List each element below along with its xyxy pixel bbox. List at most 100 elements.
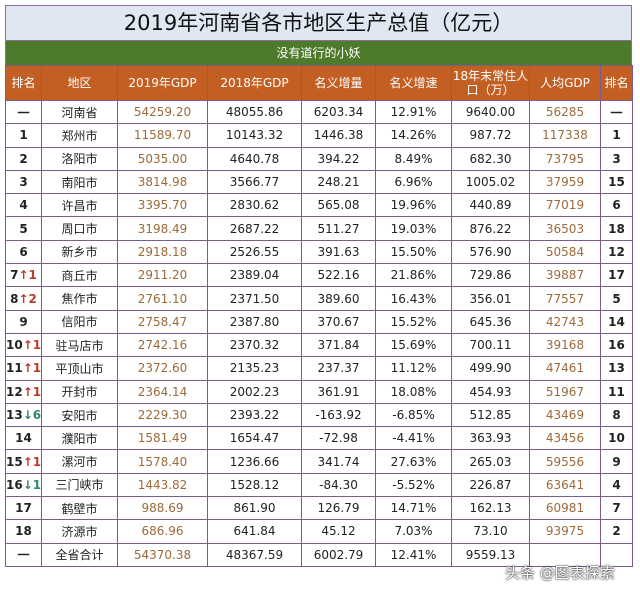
per-capita-rank-cell: 5: [600, 286, 633, 311]
nominal-growth-cell: 21.86%: [375, 263, 452, 288]
rank-up-indicator: ↑1: [22, 361, 42, 376]
per-capita-rank-cell: 1: [600, 123, 633, 148]
nominal-increase-cell: 6002.79: [301, 542, 376, 567]
rank-value: 12: [6, 384, 23, 399]
nominal-increase-cell: 361.91: [301, 379, 376, 404]
column-header: 排名: [600, 65, 633, 101]
population-cell: 454.93: [451, 379, 530, 404]
table-row: 5 周口市 3198.49 2687.22 511.27 19.03% 876.22 3650…: [5, 216, 633, 241]
region-cell: 焦作市: [41, 286, 118, 311]
nominal-increase-cell: 391.63: [301, 239, 376, 265]
population-cell: 499.90: [451, 356, 530, 381]
nominal-growth-cell: 7.03%: [375, 519, 452, 544]
region-cell: 安阳市: [41, 402, 118, 428]
nominal-increase-cell: -72.98: [301, 426, 376, 451]
nominal-growth-cell: 15.69%: [375, 332, 452, 358]
per-capita-gdp-cell: 56285: [529, 99, 601, 125]
nominal-increase-cell: 1446.38: [301, 123, 376, 148]
table-row: 16↓1 三门峡市 1443.82 1528.12 -84.30 -5.52% 226.87…: [5, 472, 633, 498]
nominal-increase-cell: 522.16: [301, 263, 376, 288]
gdp-2019-cell: 2229.30: [117, 402, 208, 428]
rank-value: 1: [19, 128, 28, 143]
region-cell: 南阳市: [41, 169, 118, 195]
rank-cell: 10↑1: [5, 332, 42, 358]
population-cell: 700.11: [451, 332, 530, 358]
rank-cell: 15↑1: [5, 449, 42, 474]
rank-value: 一: [17, 105, 30, 120]
table-row: 4 许昌市 3395.70 2830.62 565.08 19.96% 440.89 7701…: [5, 193, 633, 218]
per-capita-gdp-cell: 39887: [529, 263, 601, 288]
per-capita-rank-cell: 8: [600, 402, 633, 428]
table-row: 7↑1 商丘市 2911.20 2389.04 522.16 21.86% 729.86 39…: [5, 263, 633, 288]
gdp-2018-cell: 2135.23: [207, 356, 302, 381]
gdp-2018-cell: 2371.50: [207, 286, 302, 311]
rank-cell: 17: [5, 496, 42, 521]
gdp-2018-cell: 1528.12: [207, 472, 302, 498]
nominal-increase-cell: 237.37: [301, 356, 376, 381]
rank-value: 2: [19, 151, 28, 166]
rank-cell: 7↑1: [5, 263, 42, 288]
nominal-increase-cell: -163.92: [301, 402, 376, 428]
nominal-growth-cell: 19.96%: [375, 193, 452, 218]
rank-up-indicator: ↑2: [18, 291, 37, 306]
per-capita-rank-cell: 10: [600, 426, 633, 451]
population-cell: 265.03: [451, 449, 530, 474]
rank-value: 14: [15, 431, 32, 446]
nominal-increase-cell: 511.27: [301, 216, 376, 241]
per-capita-gdp-cell: 77557: [529, 286, 601, 311]
nominal-growth-cell: 27.63%: [375, 449, 452, 474]
table-row: 6 新乡市 2918.18 2526.55 391.63 15.50% 576.90 5058…: [5, 239, 633, 265]
gdp-2019-cell: 2918.18: [117, 239, 208, 265]
per-capita-gdp-cell: 117338: [529, 123, 601, 148]
table-title: 2019年河南省各市地区生产总值（亿元）: [5, 5, 632, 41]
nominal-increase-cell: 45.12: [301, 519, 376, 544]
rank-down-indicator: ↓1: [22, 477, 42, 492]
table-row: 13↓6 安阳市 2229.30 2393.22 -163.92 -6.85% 512.85…: [5, 402, 633, 428]
gdp-2018-cell: 2370.32: [207, 332, 302, 358]
rank-cell: 一: [5, 99, 42, 125]
gdp-2018-cell: 3566.77: [207, 169, 302, 195]
gdp-2018-cell: 2526.55: [207, 239, 302, 265]
nominal-increase-cell: 389.60: [301, 286, 376, 311]
population-cell: 73.10: [451, 519, 530, 544]
gdp-2019-cell: 2911.20: [117, 263, 208, 288]
gdp-2018-cell: 641.84: [207, 519, 302, 544]
population-cell: 987.72: [451, 123, 530, 148]
gdp-2019-cell: 2742.16: [117, 332, 208, 358]
region-cell: 濮阳市: [41, 426, 118, 451]
per-capita-rank-cell: 4: [600, 472, 633, 498]
nominal-growth-cell: -5.52%: [375, 472, 452, 498]
per-capita-rank-cell: 13: [600, 356, 633, 381]
rank-cell: 11↑1: [5, 356, 42, 381]
table-row: 9 信阳市 2758.47 2387.80 370.67 15.52% 645.36 4274…: [5, 309, 633, 334]
region-cell: 全省合计: [41, 542, 118, 567]
table-row: 2 洛阳市 5035.00 4640.78 394.22 8.49% 682.30 73795…: [5, 146, 633, 171]
nominal-growth-cell: 19.03%: [375, 216, 452, 241]
population-cell: 162.13: [451, 496, 530, 521]
nominal-increase-cell: 371.84: [301, 332, 376, 358]
rank-down-indicator: ↓6: [22, 408, 42, 422]
column-header: 2019年GDP: [117, 65, 208, 101]
rank-value: 3: [19, 175, 28, 190]
region-cell: 济源市: [41, 519, 118, 544]
population-cell: 356.01: [451, 286, 530, 311]
table-row: 一河南省 54259.20 48055.86 6203.34 12.91% 9640.00…: [5, 99, 633, 125]
rank-cell: 12↑1: [5, 379, 42, 404]
rank-cell: 6: [5, 239, 42, 265]
rank-cell: 4: [5, 193, 42, 218]
population-cell: 512.85: [451, 402, 530, 428]
gdp-table: 排名 地区 2019年GDP 2018年GDP 名义增量 名义增速 18年末常住人口（万）人…: [5, 65, 633, 567]
gdp-2019-cell: 686.96: [117, 519, 208, 544]
region-cell: 漯河市: [41, 449, 118, 474]
column-header: 2018年GDP: [207, 65, 302, 101]
per-capita-gdp-cell: 93975: [529, 519, 601, 544]
header-row: 排名 地区 2019年GDP 2018年GDP 名义增量 名义增速 18年末常住人口（万）人…: [5, 65, 633, 101]
gdp-2019-cell: 1578.40: [117, 449, 208, 474]
gdp-2019-cell: 3198.49: [117, 216, 208, 241]
rank-cell: 13↓6: [5, 402, 42, 428]
gdp-2019-cell: 5035.00: [117, 146, 208, 171]
rank-cell: 18: [5, 519, 42, 544]
per-capita-gdp-cell: 47461: [529, 356, 601, 381]
column-header: 名义增速: [375, 65, 452, 101]
per-capita-rank-cell: 15: [600, 169, 633, 195]
